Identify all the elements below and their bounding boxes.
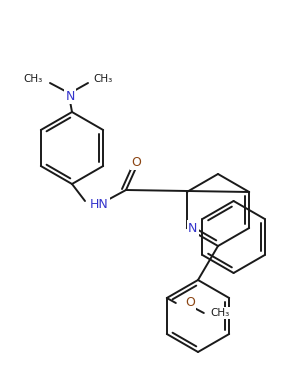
Text: CH₃: CH₃: [211, 308, 230, 318]
Text: CH₃: CH₃: [93, 74, 112, 84]
Text: HN: HN: [90, 197, 109, 211]
Text: N: N: [65, 90, 75, 102]
Text: N: N: [188, 222, 197, 234]
Text: O: O: [185, 296, 195, 310]
Text: CH₃: CH₃: [24, 74, 43, 84]
Text: O: O: [131, 156, 141, 168]
